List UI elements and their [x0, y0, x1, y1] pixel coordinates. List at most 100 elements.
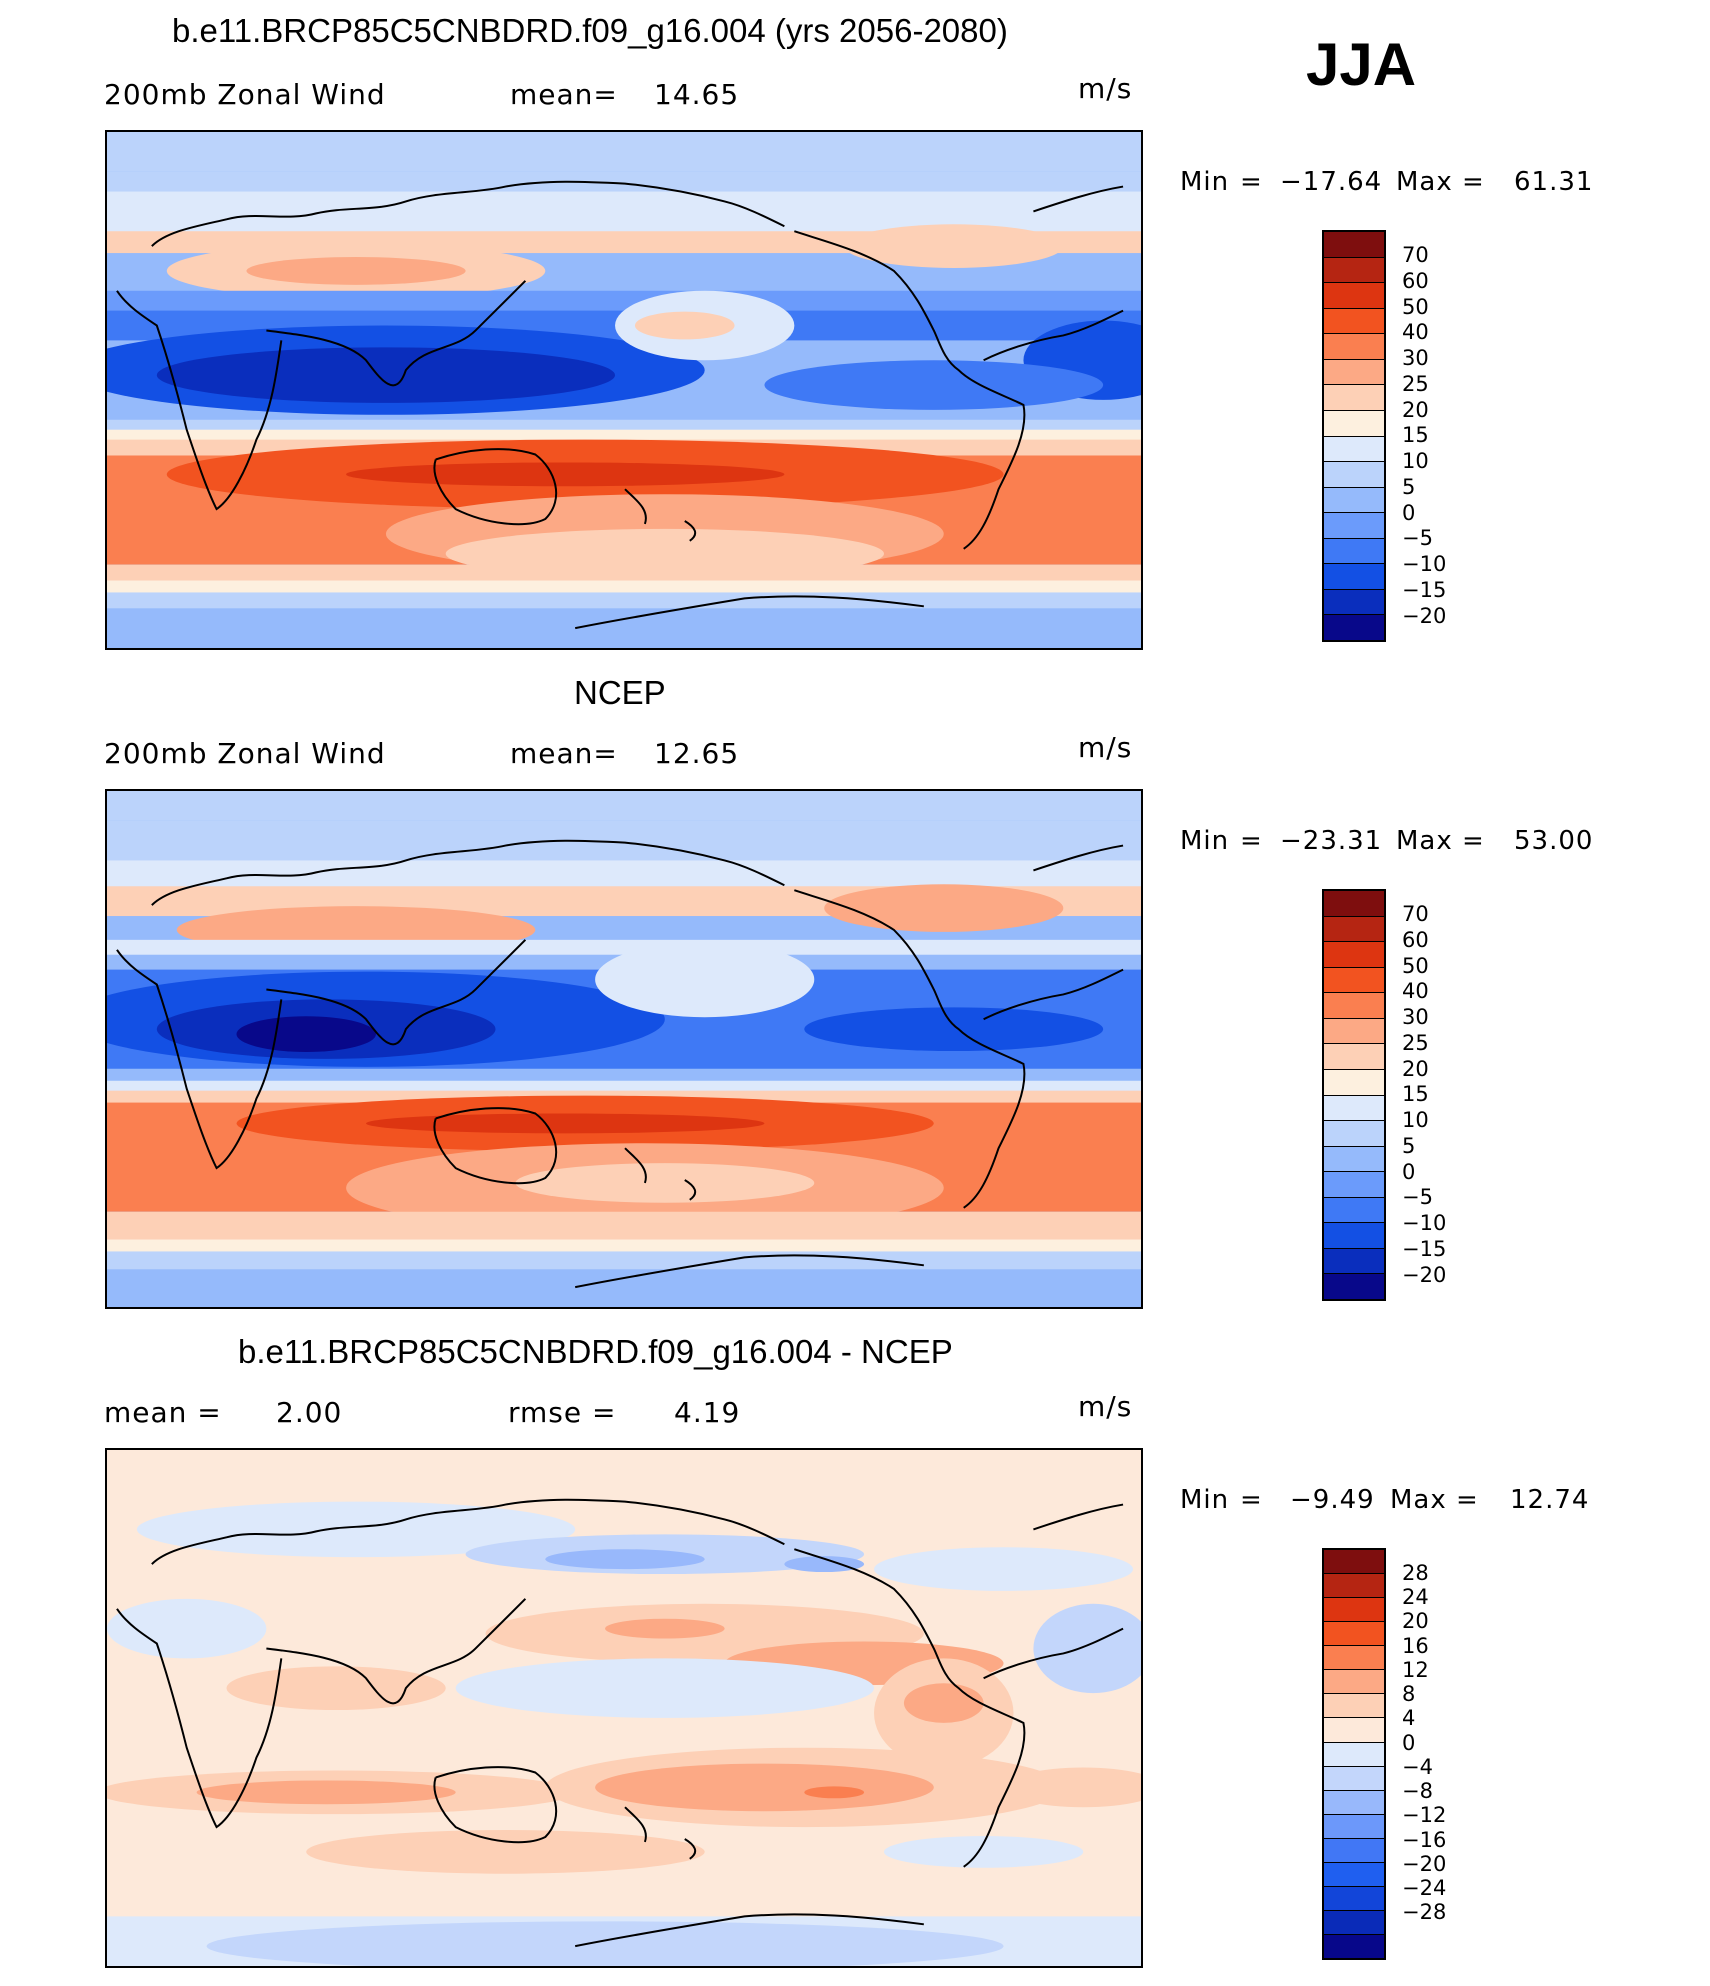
colorbar-swatch — [1324, 1018, 1384, 1045]
colorbar-tick-label: 20 — [1402, 1609, 1429, 1634]
colorbar-tick-label: 16 — [1402, 1633, 1429, 1658]
colorbar-tick-label: 50 — [1402, 294, 1429, 319]
colorbar-swatch — [1324, 942, 1384, 968]
panel2-coastlines — [116, 839, 1124, 1289]
colorbar-swatch — [1324, 1766, 1384, 1791]
colorbar-swatch — [1324, 993, 1384, 1019]
colorbar-tick-label: 30 — [1402, 1005, 1429, 1029]
panel3-title: b.e11.BRCP85C5CNBDRD.f09_g16.004 - NCEP — [238, 1333, 953, 1370]
colorbar-tick-label: −16 — [1402, 1827, 1447, 1852]
colorbar-swatch — [1324, 1935, 1384, 1959]
colorbar-swatch — [1324, 1670, 1384, 1695]
panel2-colorbar-labels: 70 60 50 40 30 25 20 15 10 5 0 −5 −10 −15 −20 — [1402, 902, 1446, 1288]
colorbar-swatch — [1324, 589, 1384, 616]
panel1-variable-label: 200mb Zonal Wind — [104, 78, 386, 111]
panel1-mean-value: 14.65 — [654, 78, 740, 111]
colorbar-swatch — [1324, 967, 1384, 994]
colorbar-tick-label: 25 — [1402, 1030, 1429, 1055]
colorbar-tick-label: 60 — [1402, 268, 1429, 293]
colorbar-tick-label: −15 — [1402, 1236, 1447, 1261]
colorbar-tick-label: 0 — [1402, 1159, 1416, 1184]
panel3-min-value: −9.49 — [1290, 1485, 1375, 1515]
colorbar-swatch — [1324, 1095, 1384, 1122]
panel2-min-eq: = — [1240, 826, 1263, 856]
colorbar-swatch — [1324, 1814, 1384, 1839]
colorbar-tick-label: 12 — [1402, 1657, 1429, 1682]
colorbar-swatch — [1324, 232, 1384, 258]
colorbar-swatch — [1324, 462, 1384, 488]
panel3-mean-label: mean = — [104, 1396, 222, 1429]
colorbar-tick-label: 15 — [1402, 1082, 1429, 1107]
colorbar-tick-label: 10 — [1402, 449, 1429, 473]
panel3-map — [105, 1448, 1143, 1968]
panel3-min-label: Min — [1180, 1485, 1230, 1515]
colorbar-tick-label: 20 — [1402, 397, 1429, 422]
panel2-variable-label: 200mb Zonal Wind — [104, 737, 386, 770]
colorbar-tick-label: 70 — [1402, 902, 1429, 926]
colorbar-tick-label: −24 — [1402, 1876, 1447, 1901]
panel1-mean-label: mean= — [510, 78, 618, 111]
colorbar-swatch — [1324, 1598, 1384, 1623]
panel1-min-eq: = — [1240, 167, 1263, 197]
colorbar-swatch — [1324, 283, 1384, 309]
colorbar-tick-label: 5 — [1402, 1133, 1416, 1158]
panel1-colorbar-labels: 70 60 50 40 30 25 20 15 10 5 0 −5 −10 −15 −20 — [1402, 243, 1446, 629]
panel1-map — [105, 130, 1143, 650]
panel3-colorbar — [1322, 1548, 1386, 1960]
colorbar-swatch — [1324, 1172, 1384, 1198]
colorbar-tick-label: 24 — [1402, 1585, 1429, 1610]
colorbar-swatch — [1324, 410, 1384, 437]
colorbar-tick-label: 0 — [1402, 1730, 1416, 1755]
colorbar-tick-label: −15 — [1402, 577, 1447, 602]
colorbar-swatch — [1324, 1550, 1384, 1575]
panel3-difference-field — [107, 1450, 1141, 1966]
panel1-max-label: Max — [1396, 167, 1453, 197]
colorbar-swatch — [1324, 1121, 1384, 1147]
panel3-units: m/s — [1078, 1390, 1133, 1423]
colorbar-tick-label: 5 — [1402, 474, 1416, 499]
colorbar-tick-label: 40 — [1402, 979, 1429, 1004]
panel2-min-label: Min — [1180, 826, 1230, 856]
colorbar-swatch — [1324, 1862, 1384, 1887]
panel2-colorbar — [1322, 889, 1386, 1301]
panel1-title: b.e11.BRCP85C5CNBDRD.f09_g16.004 (yrs 20… — [172, 12, 1008, 49]
colorbar-swatch — [1324, 1622, 1384, 1647]
colorbar-swatch — [1324, 334, 1384, 360]
panel1-max-value: 61.31 — [1514, 167, 1594, 197]
colorbar-swatch — [1324, 1274, 1384, 1299]
colorbar-swatch — [1324, 1223, 1384, 1249]
panel3-max-value: 12.74 — [1510, 1485, 1590, 1515]
colorbar-tick-label: −10 — [1402, 552, 1447, 576]
colorbar-swatch — [1324, 1910, 1384, 1935]
colorbar-tick-label: −20 — [1402, 1262, 1447, 1287]
panel2-title: NCEP — [574, 674, 666, 711]
panel3-coastlines — [116, 1498, 1124, 1948]
colorbar-swatch — [1324, 513, 1384, 539]
colorbar-tick-label: −20 — [1402, 603, 1447, 628]
panel2-max-label: Max — [1396, 826, 1453, 856]
colorbar-tick-label: 40 — [1402, 320, 1429, 345]
panel2-units: m/s — [1078, 731, 1133, 764]
panel3-max-label: Max — [1390, 1485, 1447, 1515]
colorbar-tick-label: −8 — [1402, 1779, 1433, 1804]
colorbar-tick-label: 25 — [1402, 371, 1429, 396]
colorbar-swatch — [1324, 1694, 1384, 1719]
panel1-max-eq: = — [1462, 167, 1485, 197]
colorbar-tick-label: −10 — [1402, 1211, 1447, 1235]
colorbar-tick-label: 10 — [1402, 1108, 1429, 1132]
colorbar-tick-label: −5 — [1402, 1185, 1433, 1210]
colorbar-tick-label: 60 — [1402, 927, 1429, 952]
panel2-map — [105, 789, 1143, 1309]
colorbar-tick-label: 28 — [1402, 1561, 1429, 1585]
panel2-max-eq: = — [1462, 826, 1485, 856]
panel3-max-eq: = — [1456, 1485, 1479, 1515]
colorbar-swatch — [1324, 385, 1384, 411]
colorbar-swatch — [1324, 1248, 1384, 1275]
colorbar-swatch — [1324, 1646, 1384, 1671]
colorbar-tick-label: 15 — [1402, 423, 1429, 448]
colorbar-tick-label: 4 — [1402, 1706, 1416, 1731]
colorbar-swatch — [1324, 359, 1384, 386]
panel2-max-value: 53.00 — [1514, 826, 1594, 856]
panel1-coastlines — [116, 180, 1124, 630]
colorbar-swatch — [1324, 1718, 1384, 1743]
